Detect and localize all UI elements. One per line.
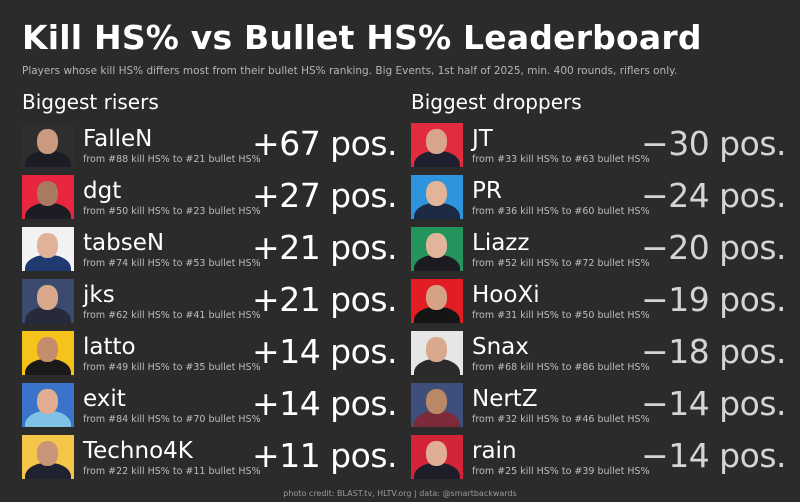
riser-row: Techno4K from #22 kill HS% to #11 bullet… [22,433,397,485]
player-photo [22,123,74,167]
position-change: +21 pos. [252,280,397,319]
position-change: −19 pos. [641,280,786,319]
player-photo [22,279,74,323]
player-photo [22,175,74,219]
player-name: rain [472,438,517,464]
position-change: −20 pos. [641,228,786,267]
position-change: +11 pos. [252,436,397,475]
dropper-row: JT from #33 kill HS% to #63 bullet HS% −… [411,121,786,173]
player-name: PR [472,178,502,204]
player-rank-detail: from #88 kill HS% to #21 bullet HS% [83,154,261,165]
player-name: NertZ [472,386,538,412]
player-rank-detail: from #74 kill HS% to #53 bullet HS% [83,258,261,269]
player-photo [411,175,463,219]
player-rank-detail: from #32 kill HS% to #46 bullet HS% [472,414,650,425]
dropper-row: Liazz from #52 kill HS% to #72 bullet HS… [411,225,786,277]
player-photo [22,227,74,271]
player-name: Snax [472,334,529,360]
player-name: Techno4K [83,438,193,464]
photo-data-credit: photo credit: BLAST.tv, HLTV.org | data:… [283,489,517,498]
position-change: +21 pos. [252,228,397,267]
dropper-row: Snax from #68 kill HS% to #86 bullet HS%… [411,329,786,381]
player-name: jks [83,282,115,308]
position-change: +14 pos. [252,384,397,423]
position-change: −18 pos. [641,332,786,371]
dropper-row: NertZ from #32 kill HS% to #46 bullet HS… [411,381,786,433]
player-rank-detail: from #22 kill HS% to #11 bullet HS% [83,466,261,477]
player-rank-detail: from #33 kill HS% to #63 bullet HS% [472,154,650,165]
player-photo [411,227,463,271]
player-photo [411,123,463,167]
player-photo [22,435,74,479]
riser-row: FalleN from #88 kill HS% to #21 bullet H… [22,121,397,173]
player-photo [411,279,463,323]
position-change: −30 pos. [641,124,786,163]
player-photo [411,331,463,375]
position-change: +14 pos. [252,332,397,371]
position-change: −14 pos. [641,384,786,423]
player-rank-detail: from #49 kill HS% to #35 bullet HS% [83,362,261,373]
riser-row: exit from #84 kill HS% to #70 bullet HS%… [22,381,397,433]
player-rank-detail: from #36 kill HS% to #60 bullet HS% [472,206,650,217]
riser-row: tabseN from #74 kill HS% to #53 bullet H… [22,225,397,277]
player-rank-detail: from #68 kill HS% to #86 bullet HS% [472,362,650,373]
position-change: +67 pos. [252,124,397,163]
riser-row: jks from #62 kill HS% to #41 bullet HS% … [22,277,397,329]
position-change: −14 pos. [641,436,786,475]
dropper-row: HooXi from #31 kill HS% to #50 bullet HS… [411,277,786,329]
page-subtitle: Players whose kill HS% differs most from… [22,65,678,77]
player-name: dgt [83,178,122,204]
droppers-heading: Biggest droppers [411,90,582,114]
player-name: tabseN [83,230,165,256]
player-photo [22,331,74,375]
position-change: −24 pos. [641,176,786,215]
player-name: latto [83,334,136,360]
risers-heading: Biggest risers [22,90,159,114]
player-rank-detail: from #52 kill HS% to #72 bullet HS% [472,258,650,269]
player-name: Liazz [472,230,530,256]
player-name: exit [83,386,126,412]
risers-list: FalleN from #88 kill HS% to #21 bullet H… [22,121,397,485]
droppers-list: JT from #33 kill HS% to #63 bullet HS% −… [411,121,786,485]
player-photo [22,383,74,427]
position-change: +27 pos. [252,176,397,215]
player-photo [411,383,463,427]
player-name: FalleN [83,126,153,152]
player-rank-detail: from #84 kill HS% to #70 bullet HS% [83,414,261,425]
dropper-row: rain from #25 kill HS% to #39 bullet HS%… [411,433,786,485]
player-rank-detail: from #50 kill HS% to #23 bullet HS% [83,206,261,217]
player-rank-detail: from #31 kill HS% to #50 bullet HS% [472,310,650,321]
player-rank-detail: from #62 kill HS% to #41 bullet HS% [83,310,261,321]
player-rank-detail: from #25 kill HS% to #39 bullet HS% [472,466,650,477]
player-photo [411,435,463,479]
player-name: JT [472,126,493,152]
page-title: Kill HS% vs Bullet HS% Leaderboard [22,18,702,57]
dropper-row: PR from #36 kill HS% to #60 bullet HS% −… [411,173,786,225]
riser-row: latto from #49 kill HS% to #35 bullet HS… [22,329,397,381]
riser-row: dgt from #50 kill HS% to #23 bullet HS% … [22,173,397,225]
player-name: HooXi [472,282,540,308]
